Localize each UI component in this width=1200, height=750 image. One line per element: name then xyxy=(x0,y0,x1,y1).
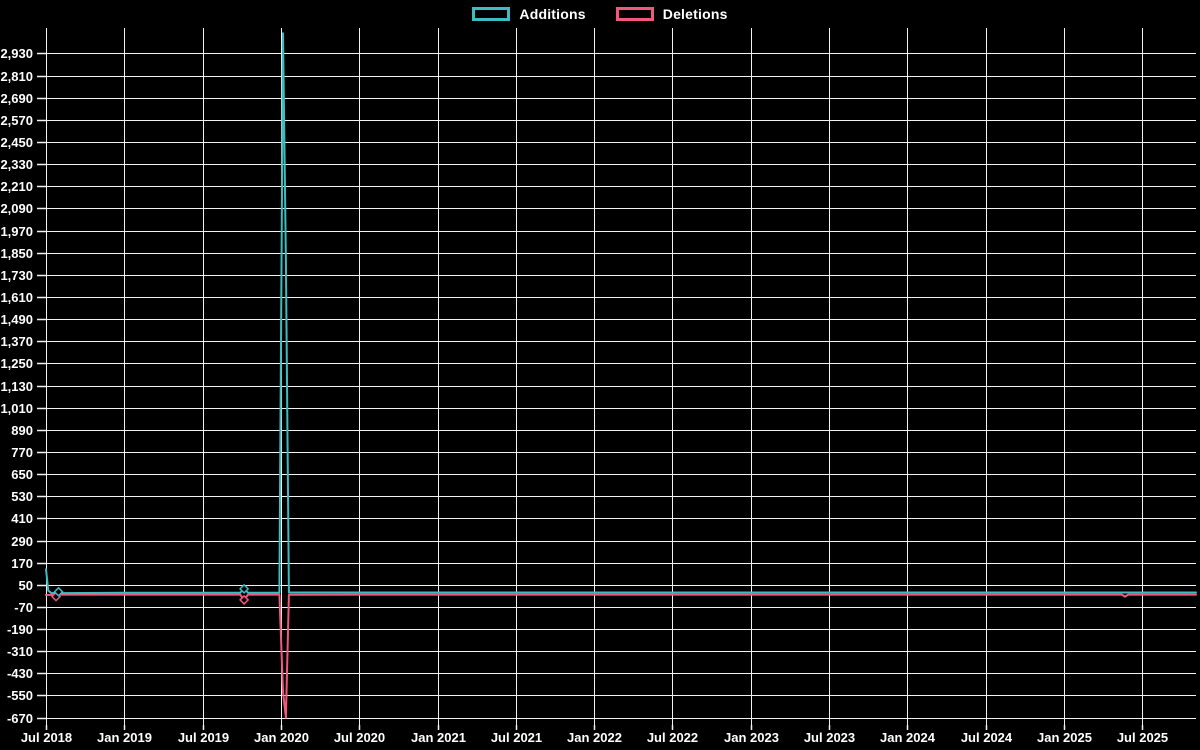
x-tick-label: Jul 2023 xyxy=(804,730,855,745)
y-tick-label: 2,570 xyxy=(0,113,33,128)
y-tick-label: 1,850 xyxy=(0,246,33,261)
series-marker-additions xyxy=(239,583,250,594)
y-tick-label: -430 xyxy=(7,666,33,681)
y-tick-label: 1,130 xyxy=(0,379,33,394)
deletions-swatch-icon xyxy=(615,7,654,21)
x-tick-label: Jul 2025 xyxy=(1117,730,1168,745)
y-tick-label: 2,210 xyxy=(0,179,33,194)
series-line-deletions xyxy=(45,593,1197,719)
x-tick-label: Jul 2021 xyxy=(491,730,542,745)
y-tick-label: 1,010 xyxy=(0,401,33,416)
additions-swatch-icon xyxy=(472,7,511,21)
y-tick-label: 1,730 xyxy=(0,268,33,283)
x-tick-label: Jan 2021 xyxy=(411,730,466,745)
y-tick-label: 2,090 xyxy=(0,201,33,216)
x-tick-label: Jan 2025 xyxy=(1037,730,1092,745)
legend-label-deletions: Deletions xyxy=(662,6,728,22)
y-tick-label: 2,330 xyxy=(0,157,33,172)
y-tick-label: -190 xyxy=(7,622,33,637)
y-tick-label: 2,810 xyxy=(0,69,33,84)
y-tick-label: 530 xyxy=(11,489,33,504)
y-tick-label: 1,610 xyxy=(0,290,33,305)
x-tick-label: Jan 2020 xyxy=(254,730,309,745)
y-tick-label: 2,930 xyxy=(0,46,33,61)
y-tick-label: 2,450 xyxy=(0,135,33,150)
series-line-additions xyxy=(45,32,1197,595)
y-tick-label: -670 xyxy=(7,711,33,726)
y-tick-label: -550 xyxy=(7,688,33,703)
y-tick-label: 770 xyxy=(11,445,33,460)
y-tick-label: 50 xyxy=(19,578,33,593)
y-tick-label: 890 xyxy=(11,423,33,438)
y-tick-label: 1,970 xyxy=(0,224,33,239)
legend-item-deletions[interactable]: Deletions xyxy=(615,6,728,22)
x-tick-label: Jul 2022 xyxy=(647,730,698,745)
series-marker-additions xyxy=(53,586,64,597)
y-tick-label: 170 xyxy=(11,556,33,571)
y-tick-label: 1,490 xyxy=(0,312,33,327)
x-tick-label: Jan 2023 xyxy=(724,730,779,745)
legend-label-additions: Additions xyxy=(519,6,586,22)
legend-item-additions[interactable]: Additions xyxy=(472,6,586,22)
x-tick-label: Jan 2024 xyxy=(880,730,936,745)
series-marker-deletions xyxy=(239,594,250,605)
x-tick-label: Jul 2024 xyxy=(961,730,1013,745)
x-tick-label: Jul 2019 xyxy=(178,730,229,745)
y-tick-label: 650 xyxy=(11,467,33,482)
y-tick-label: 2,690 xyxy=(0,91,33,106)
y-tick-label: -310 xyxy=(7,644,33,659)
x-tick-label: Jan 2019 xyxy=(97,730,152,745)
chart-legend: Additions Deletions xyxy=(0,6,1200,22)
y-tick-label: 290 xyxy=(11,534,33,549)
x-tick-label: Jul 2020 xyxy=(334,730,385,745)
y-tick-label: 410 xyxy=(11,511,33,526)
y-tick-label: 1,370 xyxy=(0,334,33,349)
x-tick-label: Jan 2022 xyxy=(567,730,622,745)
y-tick-label: 1,250 xyxy=(0,356,33,371)
x-tick-label: Jul 2018 xyxy=(21,730,72,745)
y-tick-label: -70 xyxy=(14,600,33,615)
